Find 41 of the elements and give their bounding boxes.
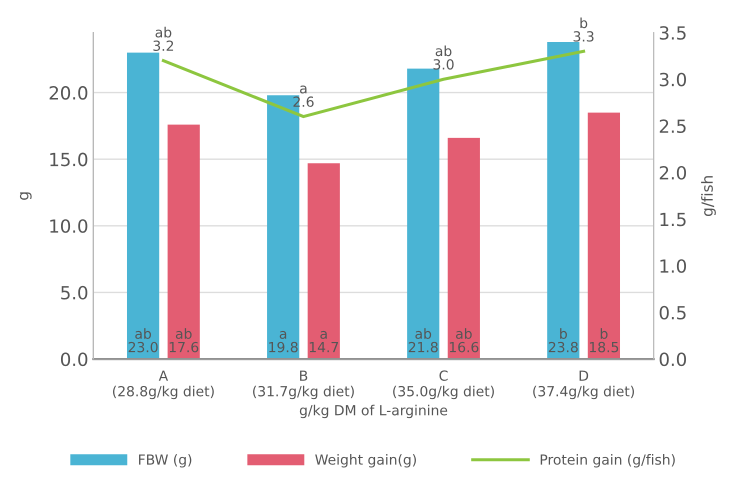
- y2-tick-label: 1.0: [660, 259, 686, 273]
- data-label: ab 3.0: [434, 45, 454, 70]
- x-tick-label: B (31.7g/kg diet): [253, 370, 354, 400]
- legend-label: FBW (g): [139, 454, 192, 468]
- y2-tick-label: 3.0: [660, 72, 686, 86]
- data-label: a 19.8: [269, 330, 298, 352]
- y-tick-label: 10.0: [50, 219, 88, 233]
- x-tick-label: D (37.4g/kg diet): [533, 370, 634, 400]
- data-label: b 18.5: [590, 328, 618, 352]
- bar: [448, 138, 480, 360]
- y2-tick-label: 1.5: [660, 212, 686, 226]
- y2-tick-label: 2.5: [660, 119, 686, 134]
- y-tick-label: 5.0: [61, 286, 88, 300]
- data-label: b 3.3: [574, 17, 594, 42]
- data-label: a 14.7: [310, 330, 338, 352]
- legend-label: Protein gain (g/fish): [540, 454, 675, 468]
- data-label: ab 3.2: [153, 26, 174, 51]
- legend-label: Weight gain(g): [315, 454, 416, 468]
- y2-tick-label: 2.0: [660, 166, 686, 180]
- x-tick-label: C (35.0g/kg diet): [393, 370, 494, 400]
- y2-tick-label: 0.5: [660, 306, 686, 320]
- y2-tick-label: 3.5: [660, 26, 686, 40]
- x-axis-title: g/kg DM of L-arginine: [300, 404, 448, 418]
- bar: [168, 124, 200, 360]
- y-tick-label: 0.0: [60, 352, 88, 366]
- y-axis-title: g: [20, 192, 32, 200]
- bar: [126, 52, 160, 360]
- y2-axis-title: g/fish: [701, 176, 716, 216]
- data-label: b 23.8: [548, 328, 578, 352]
- x-tick-label: A (28.8g/kg diet): [113, 370, 214, 400]
- y2-tick-label: 0.0: [660, 352, 686, 366]
- bar: [588, 112, 620, 360]
- data-label: ab 23.0: [128, 328, 158, 352]
- bar: [407, 68, 440, 360]
- y-tick-label: 15.0: [50, 152, 88, 166]
- data-label: ab 17.6: [170, 328, 198, 352]
- bar: [308, 163, 340, 360]
- data-label: ab 16.6: [450, 328, 478, 352]
- y-tick-label: 20.0: [50, 86, 88, 100]
- data-label: ab 21.8: [408, 328, 438, 352]
- bar: [547, 42, 580, 360]
